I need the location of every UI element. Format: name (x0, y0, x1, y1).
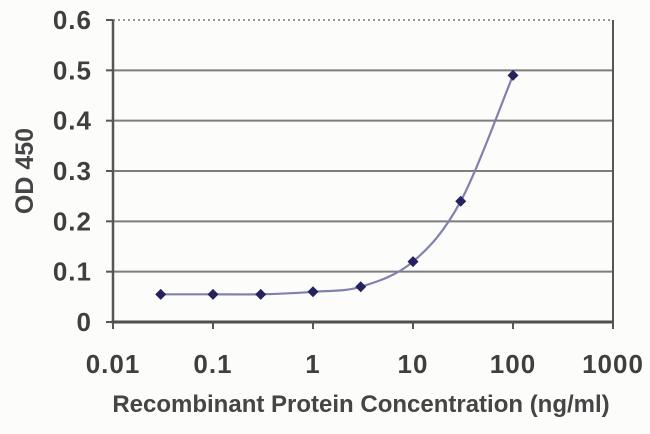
x-tick-label: 100 (490, 349, 536, 379)
y-tick-label: 0.4 (53, 106, 92, 136)
y-tick-label: 0.1 (53, 257, 92, 287)
x-tick-label: 1000 (582, 349, 644, 379)
data-point-marker (507, 69, 519, 81)
data-point-marker (255, 288, 267, 300)
data-point-marker (307, 286, 319, 298)
x-tick-label: 0.01 (86, 349, 141, 379)
x-axis-title: Recombinant Protein Concentration (ng/ml… (112, 391, 609, 418)
x-tick-label: 10 (398, 349, 429, 379)
x-tick-label: 0.1 (193, 349, 232, 379)
data-point-marker (155, 288, 167, 300)
y-tick-label: 0.2 (53, 206, 92, 236)
data-point-marker (455, 195, 467, 207)
plot-area: 0 0.1 0.2 0.3 0.4 0.5 0.6 0.01 0.1 1 10 100 1000 (53, 5, 644, 379)
y-axis-title: OD 450 (11, 128, 39, 214)
series-line (160, 74, 515, 296)
x-tick-label: 1 (305, 349, 320, 379)
y-tick-label: 0.6 (53, 5, 92, 35)
y-tick-label: 0 (77, 307, 92, 337)
data-point-marker (355, 281, 367, 293)
data-point-marker (407, 256, 419, 268)
y-tick-label: 0.5 (53, 55, 92, 85)
data-point-marker (207, 288, 219, 300)
y-tick-label: 0.3 (53, 156, 92, 186)
